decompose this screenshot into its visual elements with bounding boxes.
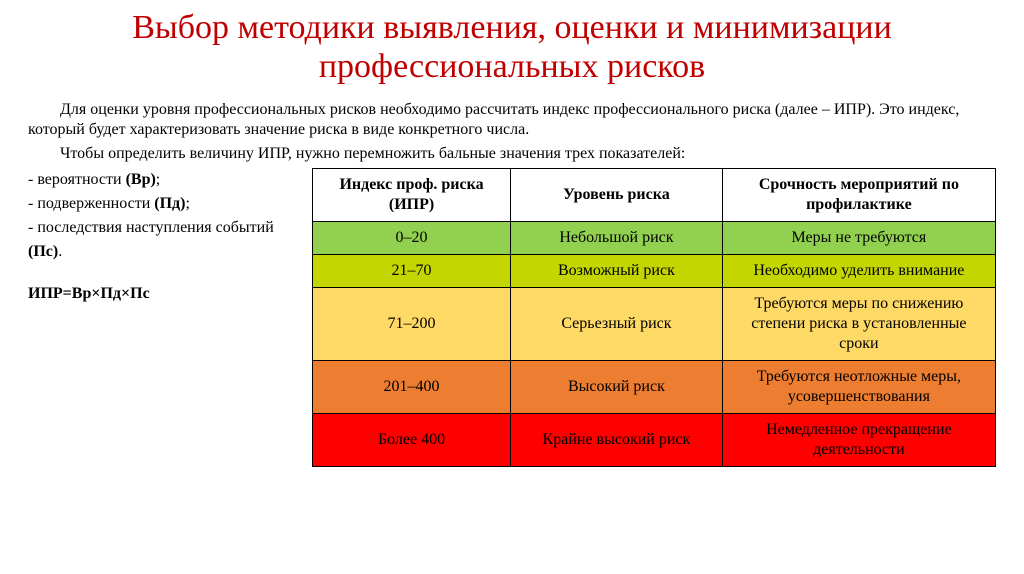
page-title: Выбор методики выявления, оценки и миним… <box>28 8 996 86</box>
cell-ipr: 201–400 <box>313 361 511 414</box>
risk-table: Индекс проф. риска (ИПР) Уровень риска С… <box>312 168 996 467</box>
factor-exposure: - подверженности (Пд); <box>28 192 298 216</box>
cell-action: Необходимо уделить внимание <box>722 255 995 288</box>
cell-level: Возможный риск <box>511 255 723 288</box>
factor-probability: - вероятности (Вр); <box>28 168 298 192</box>
factor-text: - подверженности <box>28 195 154 212</box>
factor-suffix: ; <box>185 195 189 212</box>
factors-list: - вероятности (Вр); - подверженности (Пд… <box>28 168 298 467</box>
factor-consequence: - последствия наступления событий (Пс). <box>28 216 298 264</box>
cell-ipr: 0–20 <box>313 222 511 255</box>
factor-suffix: ; <box>156 171 160 188</box>
cell-level: Серьезный риск <box>511 288 723 361</box>
table-row: 21–70Возможный рискНеобходимо уделить вн… <box>313 255 996 288</box>
table-row: Более 400Крайне высокий рискНемедленное … <box>313 414 996 467</box>
factor-text: - вероятности <box>28 171 126 188</box>
header-action: Срочность мероприятий по профилактике <box>722 169 995 222</box>
table-header-row: Индекс проф. риска (ИПР) Уровень риска С… <box>313 169 996 222</box>
intro-paragraph-1: Для оценки уровня профессиональных риско… <box>28 100 996 140</box>
factor-code: (Пс) <box>28 243 58 260</box>
risk-table-body: 0–20Небольшой рискМеры не требуются21–70… <box>313 222 996 467</box>
cell-ipr: 71–200 <box>313 288 511 361</box>
cell-ipr: 21–70 <box>313 255 511 288</box>
cell-level: Высокий риск <box>511 361 723 414</box>
ipr-formula: ИПР=Вр×Пд×Пс <box>28 282 298 306</box>
intro-paragraph-2: Чтобы определить величину ИПР, нужно пер… <box>28 144 996 164</box>
cell-ipr: Более 400 <box>313 414 511 467</box>
cell-level: Небольшой риск <box>511 222 723 255</box>
factor-code: (Вр) <box>126 171 156 188</box>
table-row: 71–200Серьезный рискТребуются меры по сн… <box>313 288 996 361</box>
table-row: 0–20Небольшой рискМеры не требуются <box>313 222 996 255</box>
cell-action: Требуются неотложные меры, усовершенство… <box>722 361 995 414</box>
table-row: 201–400Высокий рискТребуются неотложные … <box>313 361 996 414</box>
factor-code: (Пд) <box>154 195 185 212</box>
cell-action: Меры не требуются <box>722 222 995 255</box>
header-level: Уровень риска <box>511 169 723 222</box>
header-ipr: Индекс проф. риска (ИПР) <box>313 169 511 222</box>
factor-text: - последствия наступления событий <box>28 219 274 236</box>
cell-action: Немедленное прекращение деятельности <box>722 414 995 467</box>
factor-suffix: . <box>58 243 62 260</box>
cell-level: Крайне высокий риск <box>511 414 723 467</box>
cell-action: Требуются меры по снижению степени риска… <box>722 288 995 361</box>
